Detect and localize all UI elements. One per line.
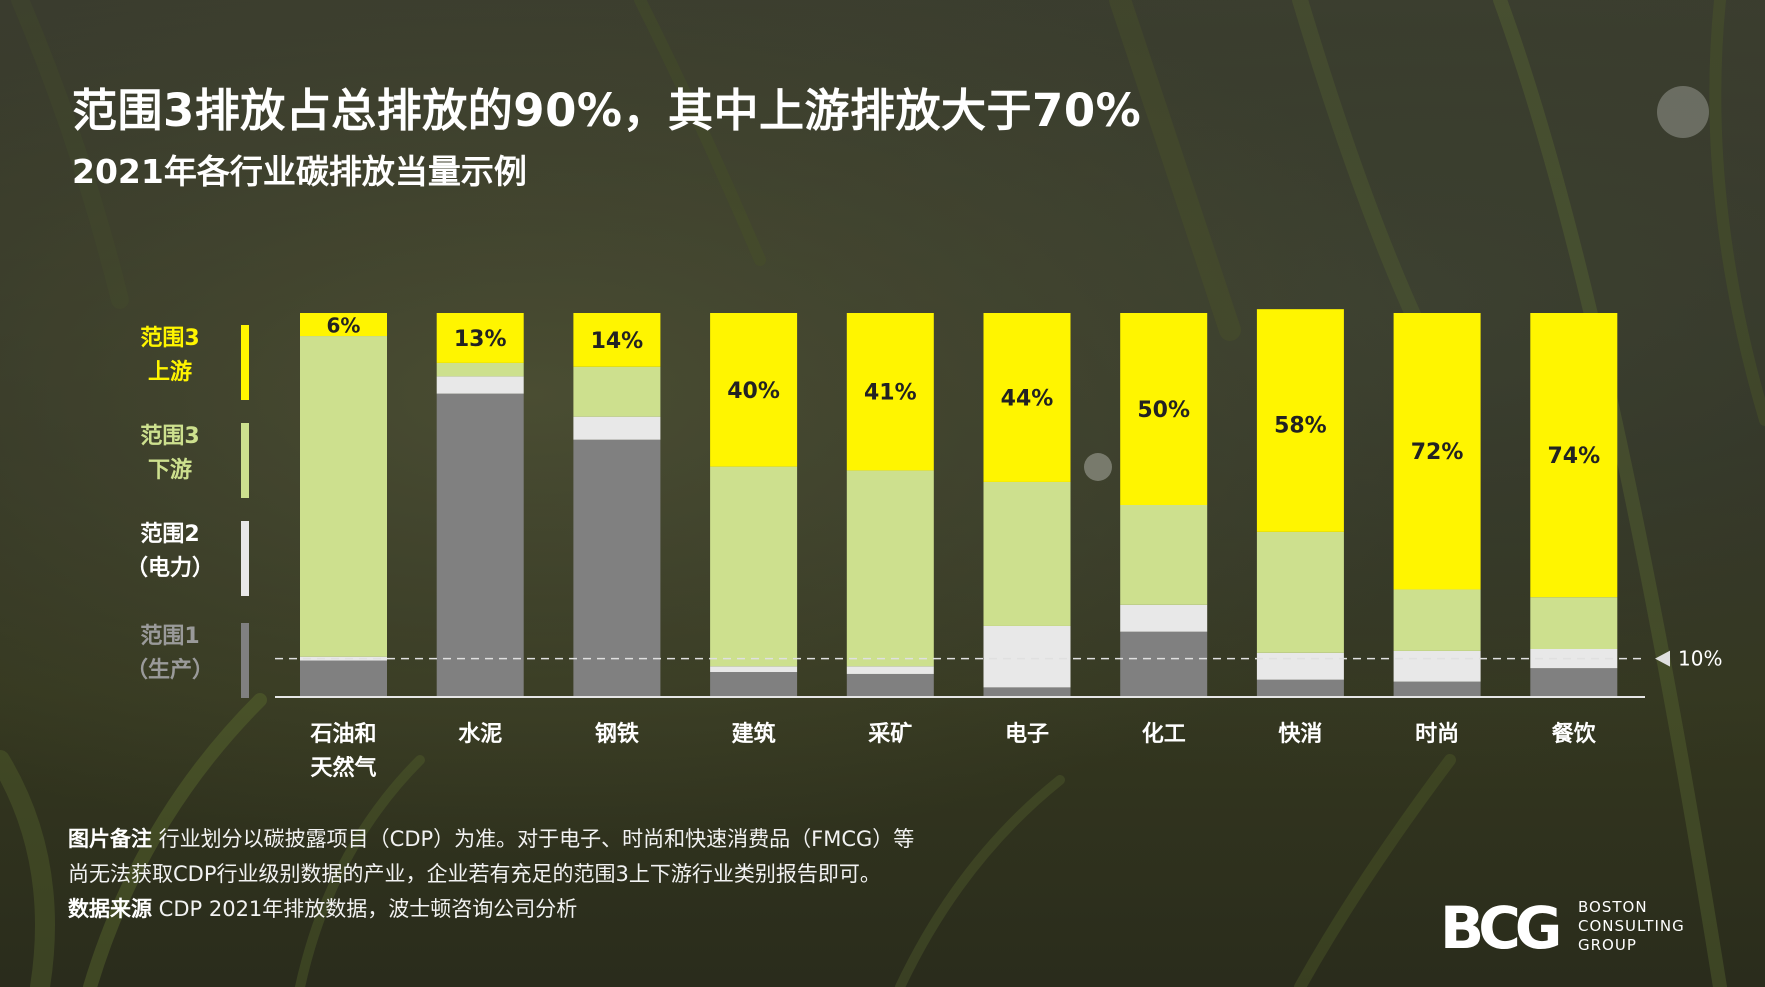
chart-subtitle: 2021年各行业碳排放当量示例 [72, 152, 527, 191]
bcg-logo-text: BOSTON CONSULTING GROUP [1578, 898, 1685, 954]
category-label-10: 餐饮 [1552, 722, 1597, 747]
legend-label-scope3-upstream: 范围3 上游 [140, 326, 200, 385]
bar-segment-4-9 [1393, 313, 1481, 590]
bar-segment-2-9 [1393, 650, 1481, 682]
category-label-3: 钢铁 [595, 721, 639, 747]
bar-segment-3-2 [436, 362, 524, 377]
data-label-6: 44% [1001, 386, 1054, 411]
bar-segment-1-9 [1393, 681, 1481, 697]
bar-segment-2-1 [300, 656, 387, 661]
category-label-8: 快消 [1278, 722, 1322, 747]
data-label-4: 40% [727, 379, 780, 404]
bar-segment-1-1 [300, 660, 387, 697]
bar-segment-4-7 [1120, 313, 1208, 505]
legend-swatch-scope3-upstream [241, 325, 249, 400]
bar-segment-1-5 [846, 673, 934, 697]
category-label-6: 电子 [1005, 722, 1049, 747]
bar-segment-1-4 [710, 672, 798, 697]
legend-item-scope3-downstream: 范围3 下游 [118, 420, 258, 500]
data-label-2: 13% [454, 327, 507, 352]
bar-segment-1-2 [436, 393, 524, 697]
bar-segment-3-3 [573, 366, 661, 417]
bar-segment-2-3 [573, 416, 661, 440]
bcg-logo-mark: BCG [1440, 894, 1562, 962]
legend-swatch-scope3-downstream [241, 423, 249, 498]
data-label-9: 72% [1411, 440, 1464, 465]
legend-item-scope2: 范围2 （电力） [118, 518, 258, 598]
legend-label-scope1: 范围1 （生产） [125, 624, 214, 683]
category-label-5: 采矿 [868, 721, 912, 747]
bar-segment-2-6 [983, 625, 1071, 688]
bar-segment-2-2 [436, 376, 524, 394]
legend-swatch-scope1 [241, 623, 249, 698]
bar-segment-4-1 [300, 313, 387, 337]
bar-segment-1-6 [983, 687, 1071, 697]
bar-segment-4-6 [983, 313, 1071, 482]
bar-segment-3-9 [1393, 589, 1481, 651]
bar-segment-3-4 [710, 466, 798, 667]
notes-line-1: 图片备注 行业划分以碳披露项目（CDP）为准。对于电子、时尚和快速消费品（FMC… [68, 827, 915, 851]
category-label-1-2: 天然气 [310, 755, 376, 781]
bar-segment-2-5 [846, 666, 934, 674]
data-label-10: 74% [1547, 444, 1600, 469]
category-label-1-1: 石油和 [309, 722, 376, 747]
bar-segment-3-8 [1256, 531, 1344, 653]
legend-swatch-scope2 [241, 521, 249, 596]
bar-segment-2-7 [1120, 604, 1208, 632]
category-label-2: 水泥 [458, 722, 502, 747]
bar-segment-4-8 [1256, 309, 1344, 532]
category-label-4: 建筑 [732, 721, 776, 747]
bar-segment-1-8 [1256, 679, 1344, 697]
bar-segment-4-10 [1530, 313, 1618, 598]
bar-segment-4-5 [846, 313, 934, 471]
bcg-logo: BCG BOSTON CONSULTING GROUP [1440, 898, 1700, 958]
bar-segment-1-7 [1120, 631, 1208, 697]
legend-item-scope1: 范围1 （生产） [118, 620, 258, 700]
legend-item-scope3-upstream: 范围3 上游 [118, 322, 258, 402]
legend-label-scope3-downstream: 范围3 下游 [140, 424, 200, 483]
reference-line-label: 10% [1678, 647, 1722, 671]
notes-line-3: 数据来源 CDP 2021年排放数据，波士顿咨询公司分析 [68, 897, 578, 921]
data-label-1: 6% [327, 314, 361, 338]
chart-title: 范围3排放占总排放的90%，其中上游排放大于70% [72, 84, 1142, 137]
bar-segment-3-1 [300, 336, 387, 657]
bar-segment-4-4 [710, 313, 798, 467]
bar-segment-2-10 [1530, 649, 1618, 669]
bar-segment-1-10 [1530, 668, 1618, 697]
bar-segment-4-2 [436, 313, 524, 363]
data-label-7: 50% [1137, 398, 1190, 423]
bar-segment-2-4 [710, 666, 798, 673]
bar-segment-1-3 [573, 439, 661, 697]
bar-segment-3-5 [846, 470, 934, 667]
chart-notes: 图片备注 行业划分以碳披露项目（CDP）为准。对于电子、时尚和快速消费品（FMC… [68, 822, 1048, 927]
bar-segment-2-8 [1256, 652, 1344, 680]
bar-segment-3-7 [1120, 505, 1208, 605]
bar-segment-3-10 [1530, 597, 1618, 649]
data-label-5: 41% [864, 381, 917, 406]
legend-label-scope2: 范围2 （电力） [125, 522, 214, 581]
data-label-8: 58% [1274, 413, 1327, 438]
category-label-7: 化工 [1142, 721, 1186, 747]
bar-segment-4-3 [573, 313, 661, 367]
bar-segment-3-6 [983, 481, 1071, 626]
category-label-9: 时尚 [1415, 722, 1459, 747]
data-label-3: 14% [591, 329, 644, 354]
notes-line-2: 尚无法获取CDP行业级别数据的产业，企业若有充足的范围3上下游行业类别报告即可。 [68, 862, 881, 886]
reference-line-arrow-icon [1655, 650, 1670, 667]
